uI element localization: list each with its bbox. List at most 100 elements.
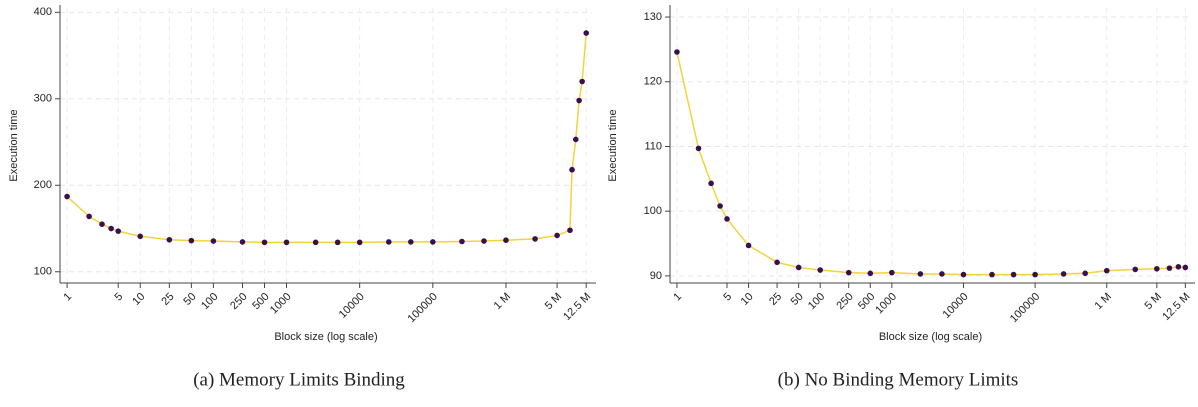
point	[86, 213, 92, 220]
point	[459, 238, 465, 245]
point	[261, 239, 268, 246]
point	[708, 180, 714, 187]
point	[356, 239, 363, 246]
point	[845, 269, 852, 276]
x-tick-label: 1000	[268, 291, 294, 317]
point	[1010, 271, 1017, 278]
point	[408, 239, 414, 245]
y-tick-label: 110	[644, 140, 662, 152]
x-tick-label: 10000	[941, 291, 971, 321]
point	[1132, 266, 1139, 273]
y-tick-label: 90	[650, 270, 662, 282]
point	[1182, 264, 1189, 271]
point	[572, 136, 579, 143]
point	[1032, 271, 1038, 278]
x-tick-label: 10	[130, 291, 147, 308]
point	[774, 259, 780, 266]
point	[567, 227, 573, 234]
point	[724, 216, 730, 222]
point	[939, 271, 945, 277]
x-tick-label: 250	[228, 291, 249, 312]
x-tick-label: 1	[671, 291, 684, 304]
y-tick-label: 300	[34, 93, 52, 105]
point	[430, 239, 436, 245]
point	[1060, 271, 1067, 277]
x-tick-label: 12.5 M	[561, 291, 593, 323]
point	[481, 238, 487, 244]
x-tick-label: 10	[739, 291, 756, 308]
y-tick-label: 100	[34, 266, 52, 278]
point	[745, 242, 752, 249]
caption: (a) Memory Limits Binding	[193, 369, 405, 390]
y-tick-label: 200	[34, 179, 52, 191]
y-tick-label: 130	[644, 11, 662, 23]
point	[312, 239, 319, 246]
x-tick-label: 100000	[1008, 291, 1042, 325]
point	[115, 228, 122, 234]
x-tick-label: 5	[721, 291, 734, 304]
point	[695, 145, 702, 152]
x-tick-label: 10000	[337, 291, 367, 321]
point	[166, 236, 173, 243]
x-tick-label: 5 M	[1143, 291, 1164, 312]
x-tick-label: 1 M	[1092, 291, 1113, 312]
x-tick-label: 25	[159, 291, 176, 308]
x-tick-label: 12.5 M	[1160, 291, 1192, 323]
x-axis-label: Block size (log scale)	[274, 331, 377, 343]
point	[817, 267, 824, 273]
point	[210, 238, 217, 244]
point	[108, 225, 114, 232]
point	[283, 239, 290, 246]
y-axis-label: Execution time	[607, 109, 619, 181]
x-tick-label: 250	[834, 291, 855, 312]
line	[66, 33, 587, 244]
line	[676, 51, 1186, 276]
point	[1154, 265, 1160, 272]
point	[583, 30, 590, 36]
caption: (b) No Binding Memory Limits	[778, 369, 1019, 390]
x-tick-label: 1000	[873, 291, 899, 317]
x-tick-label: 50	[181, 291, 198, 308]
point	[99, 221, 105, 227]
point	[532, 236, 538, 242]
point	[1082, 270, 1088, 277]
y-tick-label: 120	[644, 76, 662, 88]
point	[867, 270, 874, 277]
x-tick-label: 25	[767, 291, 784, 308]
x-tick-label: 1	[61, 291, 74, 304]
point	[554, 232, 560, 239]
x-tick-label: 1 M	[492, 291, 513, 312]
y-axis-label: Execution time	[8, 109, 20, 181]
point	[503, 237, 509, 243]
x-tick-label: 100	[199, 291, 220, 312]
point	[334, 239, 341, 246]
x-axis-label: Block size (log scale)	[879, 331, 982, 343]
point	[385, 239, 392, 245]
point	[795, 264, 802, 271]
point	[569, 166, 575, 173]
point	[1103, 267, 1110, 274]
x-tick-label: 5	[113, 291, 126, 304]
point	[717, 203, 723, 209]
point	[989, 271, 995, 278]
point	[137, 233, 144, 240]
y-tick-label: 400	[34, 6, 52, 18]
x-tick-label: 100000	[406, 291, 440, 325]
x-tick-label: 5 M	[543, 291, 564, 312]
x-tick-label: 100	[806, 291, 827, 312]
x-tick-label: 50	[789, 291, 806, 308]
y-tick-label: 100	[644, 205, 662, 217]
point	[1175, 264, 1182, 270]
point	[917, 271, 924, 277]
point	[188, 237, 195, 244]
point	[889, 269, 895, 276]
point	[1166, 265, 1173, 271]
point	[960, 271, 967, 278]
point	[579, 78, 585, 85]
point	[576, 97, 582, 104]
point	[674, 49, 680, 55]
point	[239, 239, 246, 245]
